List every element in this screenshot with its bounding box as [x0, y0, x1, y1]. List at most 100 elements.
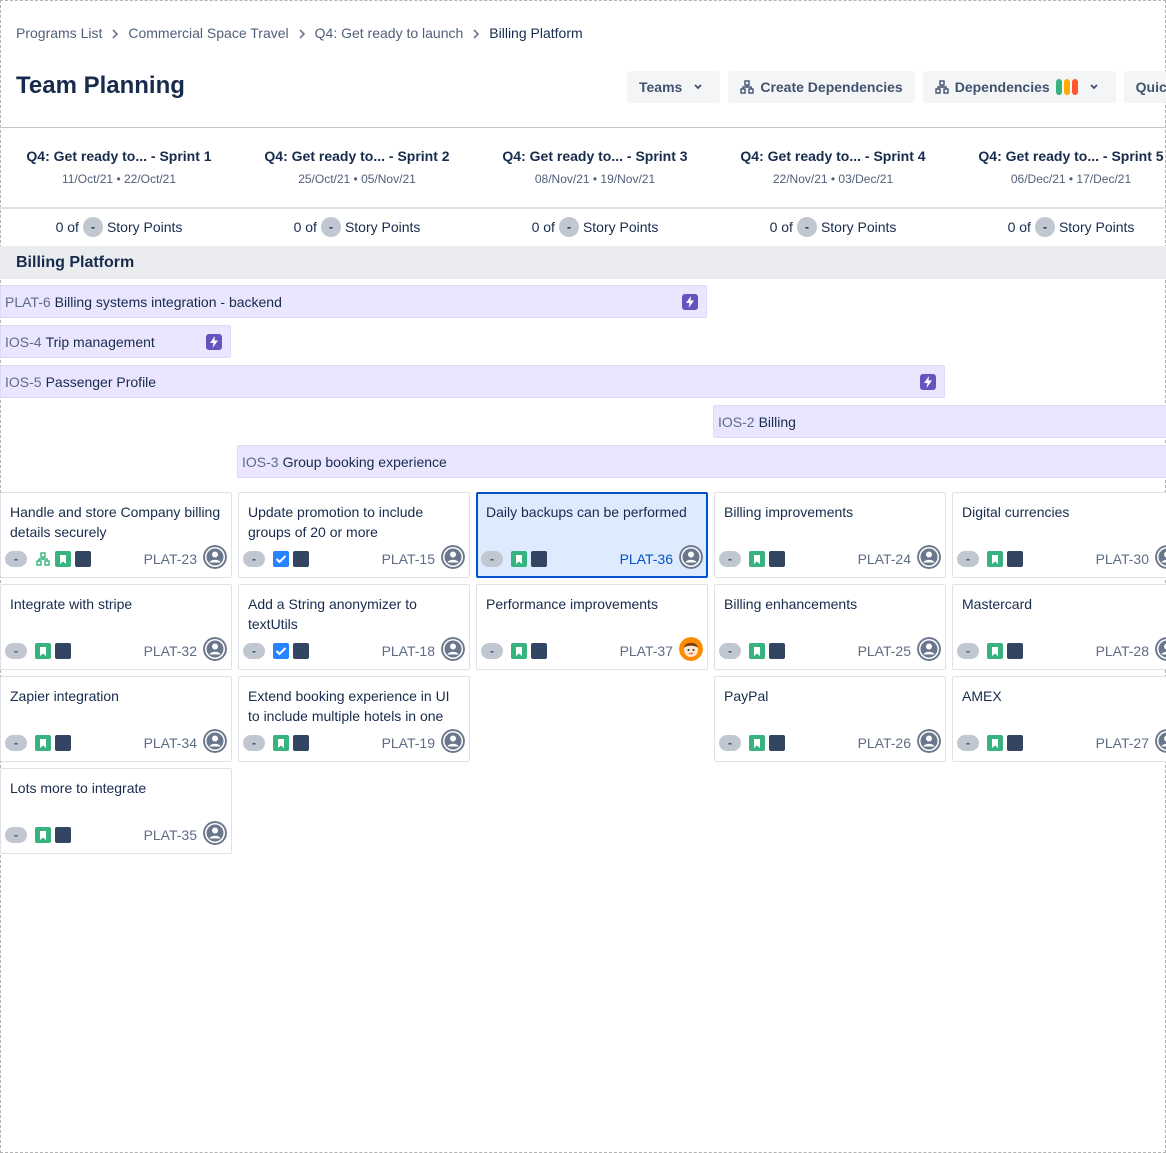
issue-key[interactable]: PLAT-27 — [1095, 735, 1149, 751]
estimate-badge[interactable]: - — [481, 551, 503, 567]
card-footer: - PLAT-32 — [5, 636, 227, 666]
estimate-badge[interactable]: - — [957, 643, 979, 659]
assignee-avatar[interactable] — [1155, 728, 1166, 758]
estimate-badge[interactable]: - — [5, 827, 27, 843]
issue-card[interactable]: Lots more to integrate - PLAT-35 — [0, 768, 232, 854]
issue-key[interactable]: PLAT-19 — [381, 735, 435, 751]
quick-filters-button[interactable]: Quic — [1123, 71, 1166, 103]
card-footer: - PLAT-27 — [957, 728, 1166, 758]
priority-icon — [1007, 643, 1023, 659]
issue-key[interactable]: PLAT-18 — [381, 643, 435, 659]
estimate-badge[interactable]: - — [5, 643, 27, 659]
issue-card[interactable]: Handle and store Company billing details… — [0, 492, 232, 578]
breadcrumb-program[interactable]: Commercial Space Travel — [128, 25, 289, 41]
issue-key[interactable]: PLAT-36 — [619, 551, 673, 567]
priority-icon — [531, 551, 547, 567]
dependencies-dropdown-button[interactable]: Dependencies — [922, 71, 1116, 103]
story-icon — [35, 827, 51, 843]
issue-card[interactable]: AMEX - PLAT-27 — [952, 676, 1166, 762]
assignee-avatar[interactable] — [203, 820, 227, 850]
assignee-avatar[interactable] — [917, 636, 941, 666]
breadcrumb-increment[interactable]: Q4: Get ready to launch — [314, 25, 464, 41]
dependency-icon[interactable] — [35, 551, 51, 567]
epic-title: Trip management — [45, 333, 155, 350]
estimate-badge[interactable]: - — [5, 735, 27, 751]
assignee-avatar[interactable] — [441, 636, 465, 666]
issue-card[interactable]: PayPal - PLAT-26 — [714, 676, 946, 762]
issue-card[interactable]: Zapier integration - PLAT-34 — [0, 676, 232, 762]
assignee-avatar[interactable] — [917, 544, 941, 574]
estimate-badge[interactable]: - — [719, 551, 741, 567]
issue-summary: Handle and store Company billing details… — [10, 504, 221, 540]
issue-summary: Mastercard — [962, 596, 1033, 612]
epic-bar[interactable]: IOS-5 Passenger Profile — [0, 365, 945, 398]
issue-card[interactable]: Update promotion to include groups of 20… — [238, 492, 470, 578]
issue-card[interactable]: Integrate with stripe - PLAT-32 — [0, 584, 232, 670]
assignee-avatar[interactable] — [679, 544, 703, 574]
issue-card[interactable]: Daily backups can be performed - PLAT-36 — [476, 492, 708, 578]
assignee-avatar[interactable] — [1155, 636, 1166, 666]
create-dependencies-button[interactable]: Create Dependencies — [728, 71, 915, 103]
assignee-avatar[interactable] — [441, 544, 465, 574]
estimate-badge[interactable]: - — [243, 643, 265, 659]
issue-card[interactable]: Extend booking experience in UI to inclu… — [238, 676, 470, 762]
issue-card[interactable]: Billing enhancements - PLAT-25 — [714, 584, 946, 670]
issue-key[interactable]: PLAT-15 — [381, 551, 435, 567]
card-footer: - PLAT-19 — [243, 728, 465, 758]
assignee-avatar[interactable] — [1155, 544, 1166, 574]
issue-card[interactable]: Performance improvements - PLAT-37 — [476, 584, 708, 670]
epic-key: PLAT-6 — [5, 293, 51, 310]
estimate-badge[interactable]: - — [957, 735, 979, 751]
breadcrumb-programs-list[interactable]: Programs List — [16, 25, 103, 41]
assignee-avatar[interactable] — [917, 728, 941, 758]
epic-bar[interactable]: IOS-3 Group booking experience — [237, 445, 1166, 478]
breadcrumb-current[interactable]: Billing Platform — [489, 25, 583, 41]
teams-dropdown-button[interactable]: Teams — [627, 71, 721, 103]
assignee-avatar[interactable] — [679, 636, 703, 666]
epic-bar[interactable]: IOS-4 Trip management — [0, 325, 231, 358]
team-row[interactable]: Billing Platform — [0, 246, 1166, 279]
issue-key[interactable]: PLAT-25 — [857, 643, 911, 659]
issue-summary: Performance improvements — [486, 596, 658, 612]
card-footer: - PLAT-23 — [5, 544, 227, 574]
card-footer: - PLAT-26 — [719, 728, 941, 758]
estimate-badge[interactable]: - — [957, 551, 979, 567]
issue-key[interactable]: PLAT-32 — [143, 643, 197, 659]
issue-key[interactable]: PLAT-30 — [1095, 551, 1149, 567]
issue-card[interactable]: Billing improvements - PLAT-24 — [714, 492, 946, 578]
issue-key[interactable]: PLAT-37 — [619, 643, 673, 659]
issue-key[interactable]: PLAT-28 — [1095, 643, 1149, 659]
estimate-badge[interactable]: - — [243, 735, 265, 751]
header-divider — [0, 127, 1166, 128]
issue-summary: AMEX — [962, 688, 1002, 704]
sprint-dates: 11/Oct/21 • 22/Oct/21 — [61, 172, 177, 186]
estimate-badge[interactable]: - — [243, 551, 265, 567]
issue-key[interactable]: PLAT-34 — [143, 735, 197, 751]
sprint-name: Q4: Get ready to... - Sprint 3 — [502, 148, 688, 164]
epic-icon — [682, 294, 698, 310]
story-icon — [987, 643, 1003, 659]
epic-bar[interactable]: IOS-2 Billing — [713, 405, 1166, 438]
issue-summary: Billing enhancements — [724, 596, 858, 612]
issue-card[interactable]: Digital currencies - PLAT-30 — [952, 492, 1166, 578]
issue-key[interactable]: PLAT-26 — [857, 735, 911, 751]
estimate-badge[interactable]: - — [5, 551, 27, 567]
assignee-avatar[interactable] — [203, 636, 227, 666]
assignee-avatar[interactable] — [441, 728, 465, 758]
issue-key[interactable]: PLAT-23 — [143, 551, 197, 567]
story-icon — [511, 643, 527, 659]
issue-card[interactable]: Add a String anonymizer to textUtils - PLA… — [238, 584, 470, 670]
issue-key[interactable]: PLAT-24 — [857, 551, 911, 567]
chevron-right-icon — [289, 25, 315, 41]
priority-icon — [769, 551, 785, 567]
estimate-badge[interactable]: - — [719, 735, 741, 751]
issue-key[interactable]: PLAT-35 — [143, 827, 197, 843]
estimate-badge[interactable]: - — [481, 643, 503, 659]
assignee-avatar[interactable] — [203, 544, 227, 574]
estimate-badge[interactable]: - — [719, 643, 741, 659]
story-icon — [987, 551, 1003, 567]
issue-card[interactable]: Mastercard - PLAT-28 — [952, 584, 1166, 670]
epic-bar[interactable]: PLAT-6 Billing systems integration - back… — [0, 285, 707, 318]
assignee-avatar[interactable] — [203, 728, 227, 758]
issue-summary: Add a String anonymizer to textUtils — [248, 596, 417, 632]
